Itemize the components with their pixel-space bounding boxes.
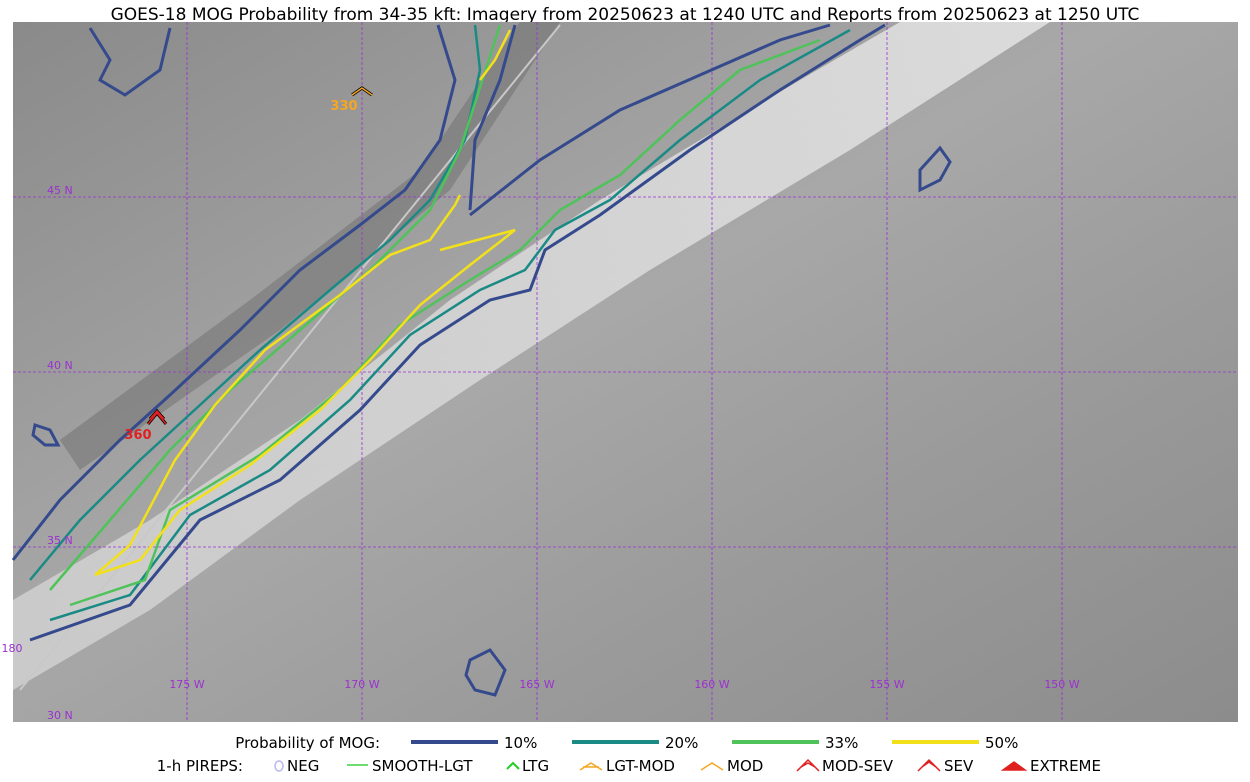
legend-icon xyxy=(579,762,603,771)
legend-title: Probability of MOG: xyxy=(235,734,380,752)
legend-icon xyxy=(700,762,724,771)
legend-icon xyxy=(917,758,941,772)
legend-icon xyxy=(506,761,520,770)
latitude-label: 40 N xyxy=(47,359,73,372)
legend-icon xyxy=(1000,761,1028,771)
longitude-label: 175 W xyxy=(169,678,204,691)
legend-title: 1-h PIREPS: xyxy=(157,757,243,775)
legend-label: EXTREME xyxy=(1030,757,1101,775)
pirep-icon xyxy=(351,87,373,96)
longitude-label: 180 xyxy=(2,642,23,655)
longitude-label: 150 W xyxy=(1044,678,1079,691)
contour-10 xyxy=(31,423,61,447)
pirep-icon xyxy=(147,409,167,425)
latitude-label: 30 N xyxy=(47,709,73,722)
legend-label: MOD-SEV xyxy=(822,757,894,775)
legend-label: NEG xyxy=(287,757,319,775)
legend-label: SEV xyxy=(944,757,974,775)
contour-33 xyxy=(69,38,821,607)
contour-50 xyxy=(94,194,462,576)
bright-band xyxy=(13,22,1050,690)
latitude-label: 35 N xyxy=(47,534,73,547)
track xyxy=(19,24,561,691)
legend-label: MOD xyxy=(727,757,763,775)
contour-10 xyxy=(469,23,831,217)
longitude-label: 160 W xyxy=(694,678,729,691)
legend-label: 50% xyxy=(985,734,1018,752)
legend-label: SMOOTH-LGT xyxy=(372,757,473,775)
contour-10 xyxy=(88,27,172,97)
legend-label: 20% xyxy=(665,734,698,752)
latitude-label: 45 N xyxy=(47,184,73,197)
legend-icon xyxy=(796,758,820,772)
dark-band xyxy=(60,22,560,470)
longitude-label: 155 W xyxy=(869,678,904,691)
pirep-label: 360 xyxy=(124,428,151,443)
grid xyxy=(13,22,1238,722)
contour-33 xyxy=(49,24,502,591)
pireps: 330 360 xyxy=(124,86,373,443)
longitude-label: 170 W xyxy=(344,678,379,691)
contour-20 xyxy=(49,28,851,622)
map: 330 360 45 N 40 N 35 N 30 N 175 W 170 W … xyxy=(2,22,1238,722)
contours xyxy=(11,23,952,697)
contour-10 xyxy=(464,648,507,697)
title: GOES-18 MOG Probability from 34-35 kft: … xyxy=(111,5,1140,25)
contour-50 xyxy=(94,228,516,577)
legend-label: LGT-MOD xyxy=(606,757,675,775)
contour-10 xyxy=(468,24,517,211)
longitude-label: 165 W xyxy=(519,678,554,691)
legend-label: 10% xyxy=(504,734,537,752)
pirep-label: 330 xyxy=(330,99,357,114)
legend-icon xyxy=(274,760,284,772)
contour-10 xyxy=(918,145,952,193)
legend-label: LTG xyxy=(522,757,549,775)
contour-50 xyxy=(479,29,512,81)
contour-10 xyxy=(29,23,886,642)
legend-label: 33% xyxy=(825,734,858,752)
legend: Probability of MOG: 10% 20% 33% 50% 1-h … xyxy=(157,734,1101,775)
geo-labels: 45 N 40 N 35 N 30 N 175 W 170 W 165 W 16… xyxy=(2,184,1080,722)
contour-10 xyxy=(11,24,457,561)
